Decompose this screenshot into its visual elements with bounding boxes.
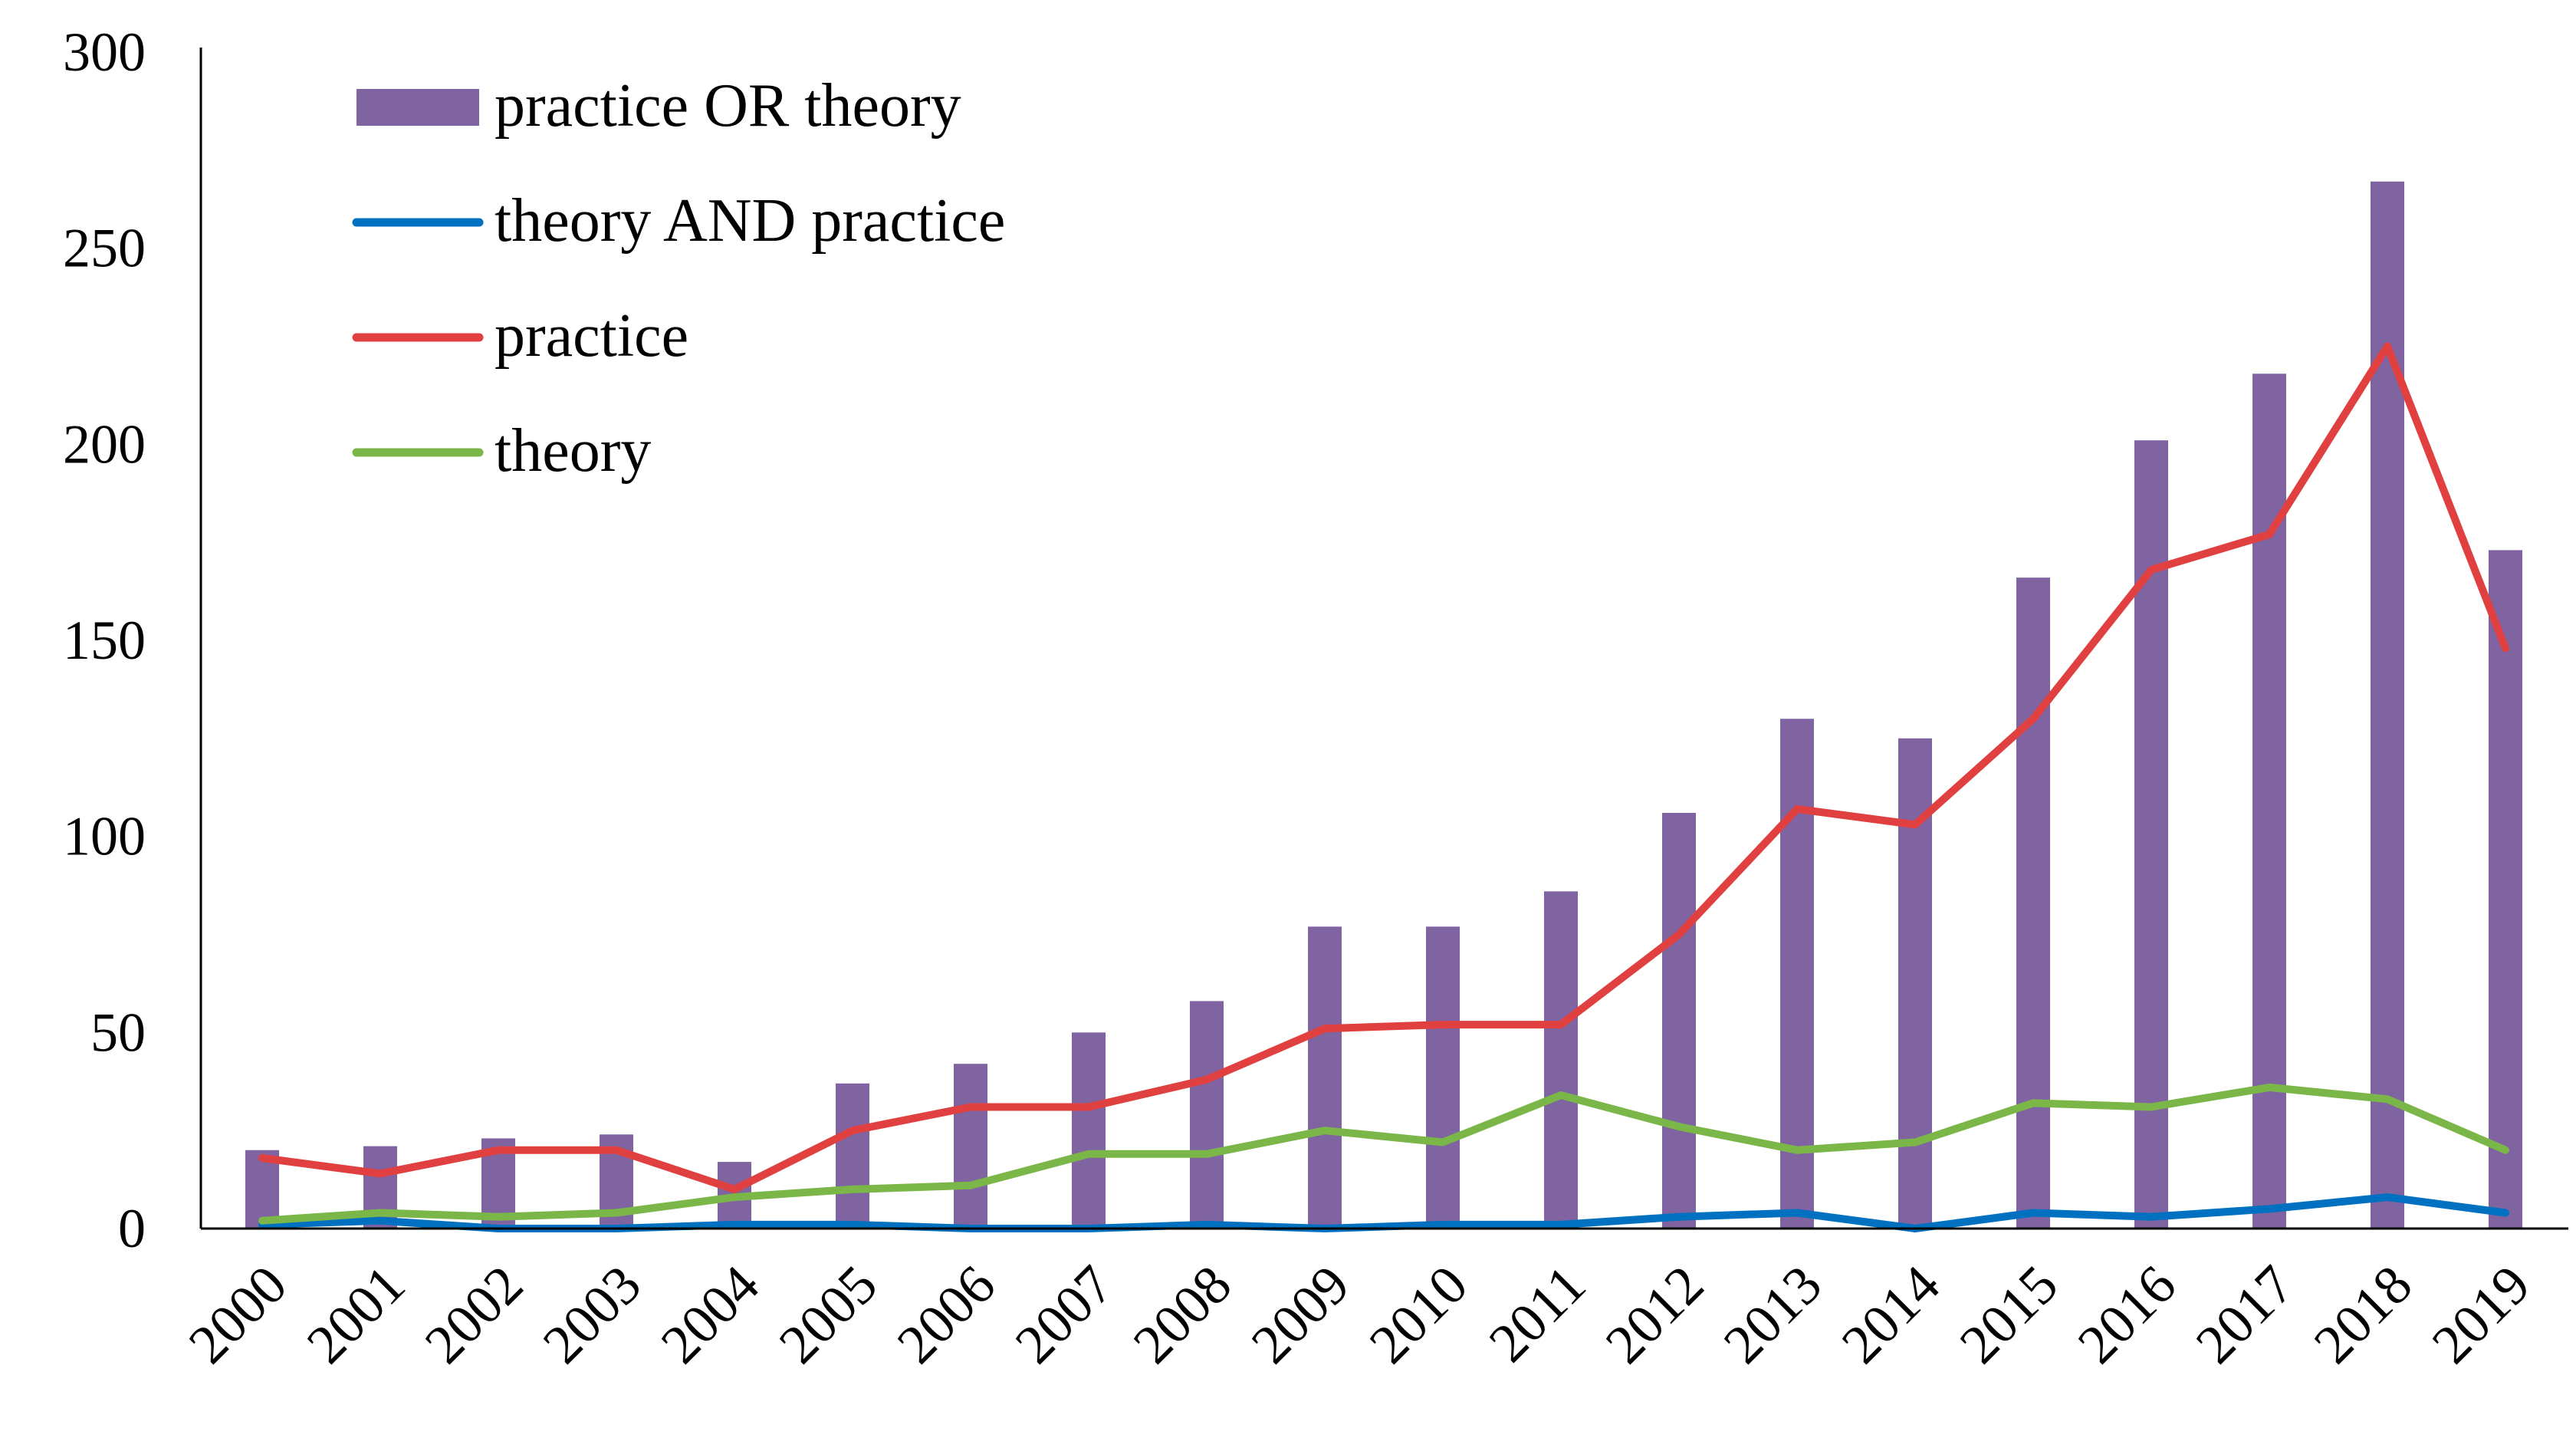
bar-2015 [2016, 577, 2050, 1229]
legend-label: theory [495, 417, 651, 485]
y-tick-label: 100 [63, 806, 146, 867]
legend-label: theory AND practice [495, 187, 1005, 255]
series-line-practice [258, 342, 2509, 1193]
y-tick-label: 250 [63, 218, 146, 279]
bar-2008 [1190, 1001, 1224, 1229]
bar-2009 [1308, 926, 1342, 1229]
x-tick-label: 2011 [1477, 1254, 1598, 1374]
bar-2011 [1544, 891, 1578, 1229]
legend-label: practice OR theory [495, 72, 961, 140]
x-tick-label: 2004 [649, 1254, 770, 1375]
legend-label: practice [495, 302, 688, 370]
y-tick-label: 200 [63, 413, 146, 475]
x-tick-label: 2008 [1122, 1254, 1243, 1375]
legend: practice OR theory theory AND practice pra… [352, 72, 1005, 485]
x-tick-label: 2000 [177, 1254, 298, 1375]
bar-2006 [954, 1064, 987, 1229]
x-tick-label: 2015 [1948, 1254, 2069, 1375]
y-tick-label: 50 [90, 1002, 146, 1063]
x-tick-label: 2001 [295, 1254, 416, 1375]
series-line-theory [258, 1083, 2509, 1225]
bar-2013 [1780, 719, 1814, 1229]
bar-2012 [1662, 813, 1696, 1229]
x-tick-label: 2018 [2302, 1254, 2423, 1375]
x-tick-label: 2007 [1004, 1254, 1125, 1375]
y-tick-label: 150 [63, 610, 146, 671]
x-tick-label: 2016 [2066, 1254, 2187, 1375]
bar-2017 [2252, 373, 2286, 1229]
bar-2010 [1426, 926, 1460, 1229]
axes-layer [199, 48, 2568, 1230]
x-tick-label: 2002 [413, 1254, 534, 1375]
y-tick-label: 300 [63, 21, 146, 83]
x-tick-label: 2019 [2420, 1254, 2542, 1375]
x-tick-label: 2014 [1830, 1254, 1951, 1375]
y-tick-label: 0 [118, 1198, 146, 1259]
x-tick-label: 2010 [1358, 1254, 1479, 1375]
x-tick-label: 2003 [531, 1254, 652, 1375]
bar-2007 [1072, 1032, 1106, 1229]
bar-2018 [2371, 181, 2404, 1229]
bar-2005 [836, 1083, 869, 1229]
x-tick-label: 2012 [1594, 1254, 1715, 1375]
x-tick-label: 2017 [2184, 1254, 2305, 1375]
x-tick-label: 2009 [1240, 1254, 1361, 1375]
bar-2019 [2489, 550, 2522, 1229]
x-tick-label: 2005 [767, 1254, 889, 1375]
legend-swatch-bar [356, 89, 479, 126]
x-tick-label: 2006 [886, 1254, 1007, 1375]
x-tick-label: 2013 [1712, 1254, 1833, 1375]
